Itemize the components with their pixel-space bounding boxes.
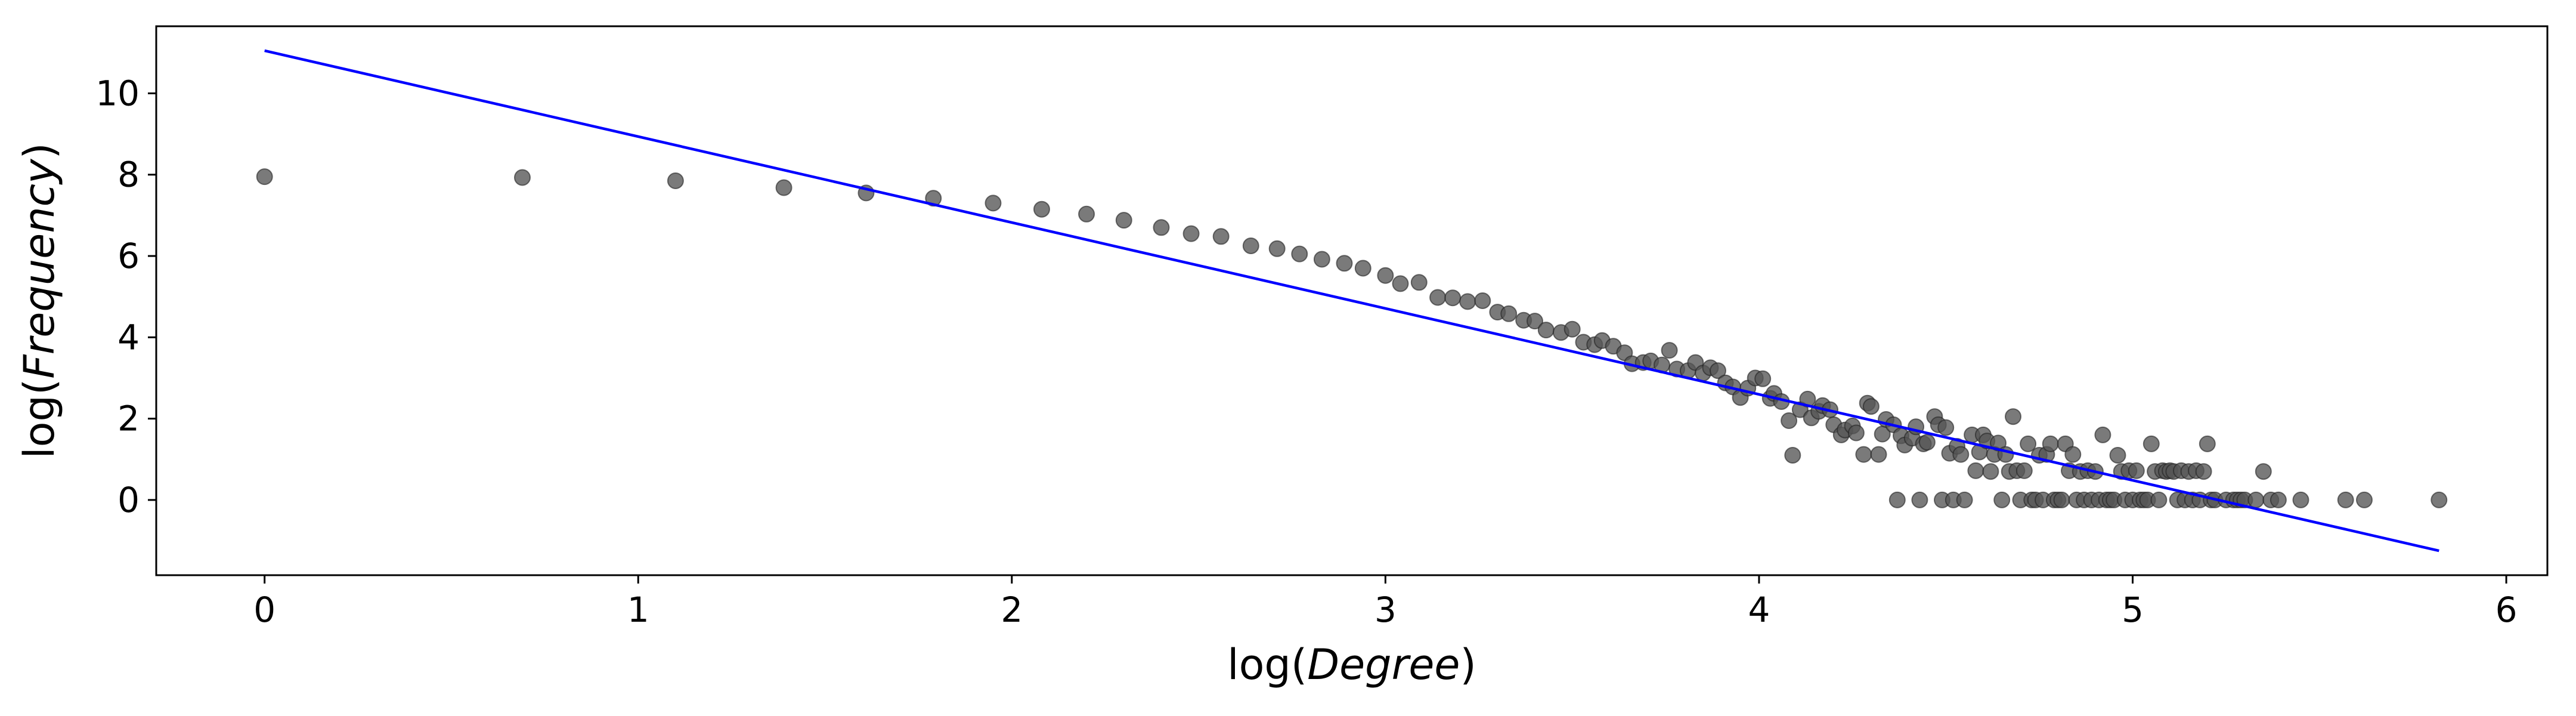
data-point xyxy=(1784,447,1801,464)
ticks-layer: 0 1 2 3 4 5 6 0 2 4 6 8 10 xyxy=(95,73,2517,630)
data-point xyxy=(2255,463,2272,480)
data-point xyxy=(1500,305,1518,322)
x-tick-label: 4 xyxy=(1748,590,1770,630)
data-point xyxy=(1115,212,1132,229)
data-point xyxy=(1918,434,1936,451)
y-tick-label: 6 xyxy=(117,236,140,276)
data-point xyxy=(1937,419,1955,436)
data-point xyxy=(1710,362,1726,379)
data-point xyxy=(775,179,792,196)
data-point xyxy=(1354,260,1371,277)
data-point xyxy=(925,190,942,207)
data-point xyxy=(1212,228,1230,245)
data-point xyxy=(2247,491,2265,508)
y-tick-label: 4 xyxy=(117,317,140,357)
y-axis-label-prefix: log( xyxy=(15,379,64,459)
x-axis-label: log(Degree) xyxy=(1227,640,1476,689)
data-point xyxy=(1313,251,1330,268)
data-point xyxy=(2005,408,2021,425)
data-point xyxy=(2020,435,2037,452)
data-point xyxy=(1291,245,1308,263)
x-tick-label: 5 xyxy=(2122,590,2144,630)
data-point xyxy=(1862,398,1880,415)
y-axis-label-variable: Frequency xyxy=(15,158,64,379)
data-point xyxy=(2042,435,2059,452)
x-axis-label-prefix: log( xyxy=(1227,640,1307,689)
x-tick-label: 2 xyxy=(1001,590,1023,630)
data-point xyxy=(1956,491,1973,508)
data-point xyxy=(1410,274,1428,291)
data-point xyxy=(2109,447,2126,464)
plot-layer xyxy=(256,49,2448,553)
data-point xyxy=(2199,435,2216,452)
x-tick-label: 6 xyxy=(2496,590,2518,630)
data-point xyxy=(2064,446,2082,463)
data-point xyxy=(1537,322,1555,339)
x-tick-label: 3 xyxy=(1374,590,1397,630)
data-point xyxy=(2292,491,2309,508)
x-tick-label: 0 xyxy=(253,590,275,630)
data-point xyxy=(1888,491,1906,508)
data-point xyxy=(1781,412,1798,429)
x-axis-label-variable: Degree xyxy=(1307,640,1460,689)
data-point xyxy=(2053,491,2070,508)
data-point xyxy=(2128,462,2145,479)
data-point xyxy=(667,172,684,189)
data-point xyxy=(2270,491,2287,508)
data-point xyxy=(1392,275,1409,292)
data-point xyxy=(1474,292,1491,309)
x-axis-label-suffix: ) xyxy=(1460,640,1476,689)
data-point xyxy=(1527,313,1543,330)
data-point xyxy=(514,169,531,186)
x-tick-label: 1 xyxy=(627,590,649,630)
data-point xyxy=(256,168,273,186)
data-point xyxy=(1242,237,1259,254)
plot-frame xyxy=(155,25,2549,576)
y-axis-label-suffix: ) xyxy=(15,143,64,159)
data-point xyxy=(984,195,1002,212)
data-point xyxy=(1459,293,1476,310)
data-point xyxy=(1967,462,1984,479)
y-tick-label: 2 xyxy=(117,399,140,439)
fit-line xyxy=(264,49,2439,553)
data-point xyxy=(1033,200,1050,218)
data-point xyxy=(2431,491,2448,508)
data-point xyxy=(1182,225,1200,242)
y-tick-label: 8 xyxy=(117,155,140,195)
data-point xyxy=(1847,424,1865,442)
data-point xyxy=(2015,462,2033,479)
data-point xyxy=(1377,267,1394,284)
data-point xyxy=(1563,320,1581,338)
data-point xyxy=(1153,219,1170,236)
data-point xyxy=(2356,491,2373,508)
data-point xyxy=(1993,491,2011,508)
data-point xyxy=(1870,446,1887,463)
data-point xyxy=(2094,426,2111,443)
data-point xyxy=(1336,255,1353,272)
data-point xyxy=(1078,205,1095,223)
y-tick-label: 10 xyxy=(95,73,140,113)
data-point xyxy=(1429,289,1447,306)
data-point xyxy=(1911,491,1928,508)
data-point xyxy=(2150,491,2168,508)
data-point xyxy=(2195,463,2212,480)
data-point xyxy=(1661,342,1678,359)
y-tick-label: 0 xyxy=(117,480,140,520)
data-point xyxy=(1268,240,1286,257)
data-point xyxy=(2337,491,2354,508)
data-point xyxy=(2142,435,2160,452)
data-point xyxy=(1855,446,1872,463)
data-point xyxy=(1444,289,1462,307)
y-axis-label: log(Frequency) xyxy=(15,143,64,459)
data-point xyxy=(1952,446,1970,463)
data-point xyxy=(1754,370,1772,387)
data-point xyxy=(1982,463,1999,480)
